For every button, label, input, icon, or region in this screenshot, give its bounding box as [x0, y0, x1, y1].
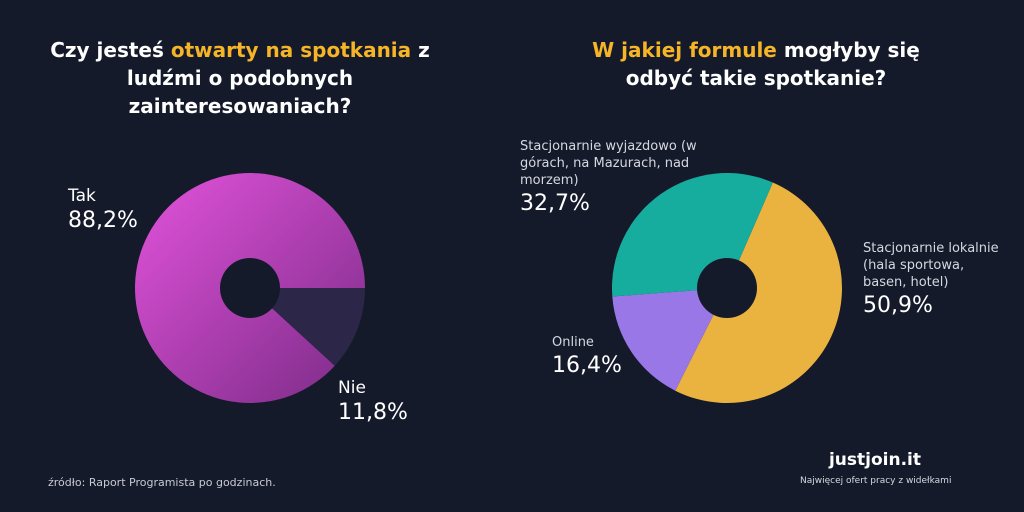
chart-left-title: Czy jesteś otwarty na spotkania z ludźmi…	[40, 36, 440, 120]
donut-left-chart	[135, 172, 365, 403]
donut-left-hole	[220, 258, 280, 318]
slice-label-lokalnie-value: 50,9%	[863, 293, 933, 318]
donut-right-chart	[612, 172, 842, 403]
chart-left-title-part-3: z ludźmi o podobnych zainteresowaniach?	[126, 38, 430, 118]
slice-label-wyjazdowo-value: 32,7%	[520, 191, 590, 216]
source-note: źródło: Raport Programista po godzinach.	[48, 476, 276, 489]
brand-tagline: Najwięcej ofert pracy z widełkami	[800, 476, 952, 486]
slice-lokalnie	[675, 182, 842, 403]
slice-nie	[250, 288, 365, 366]
slice-label-online-name: Online	[552, 335, 594, 350]
chart-right-title-part-2: mogłyby się odbyć takie spotkanie?	[625, 38, 920, 90]
chart-right-title: W jakiej formule mogłyby się odbyć takie…	[556, 36, 956, 92]
slice-label-tak-value: 88,2%	[68, 208, 138, 233]
slice-label-nie-value: 11,8%	[338, 400, 408, 425]
slice-label-lokalnie: Stacjonarnie lokalnie (hala sportowa, ba…	[863, 240, 1003, 319]
slice-label-online: Online 16,4%	[552, 334, 622, 379]
chart-right-title-highlight: W jakiej formule	[592, 38, 777, 62]
brand-block: justjoin.it Najwięcej ofert pracy z wide…	[800, 450, 952, 486]
slice-label-wyjazdowo-name: Stacjonarnie wyjazdowo (w górach, na Maz…	[520, 139, 697, 188]
donut-right-hole	[697, 258, 757, 318]
chart-left-title-part-1: Czy jesteś	[50, 38, 171, 62]
brand-logo: justjoin.it	[828, 450, 922, 470]
slice-label-tak: Tak 88,2%	[68, 186, 138, 234]
slice-label-tak-name: Tak	[68, 186, 96, 206]
slice-online	[612, 288, 727, 391]
chart-left-title-highlight: otwarty na spotkania	[170, 38, 412, 62]
slice-label-nie: Nie 11,8%	[338, 378, 408, 426]
slice-label-online-value: 16,4%	[552, 353, 622, 378]
slice-label-lokalnie-name: Stacjonarnie lokalnie (hala sportowa, ba…	[863, 241, 999, 290]
slice-label-wyjazdowo: Stacjonarnie wyjazdowo (w górach, na Maz…	[520, 138, 700, 217]
slice-label-nie-name: Nie	[338, 378, 366, 398]
